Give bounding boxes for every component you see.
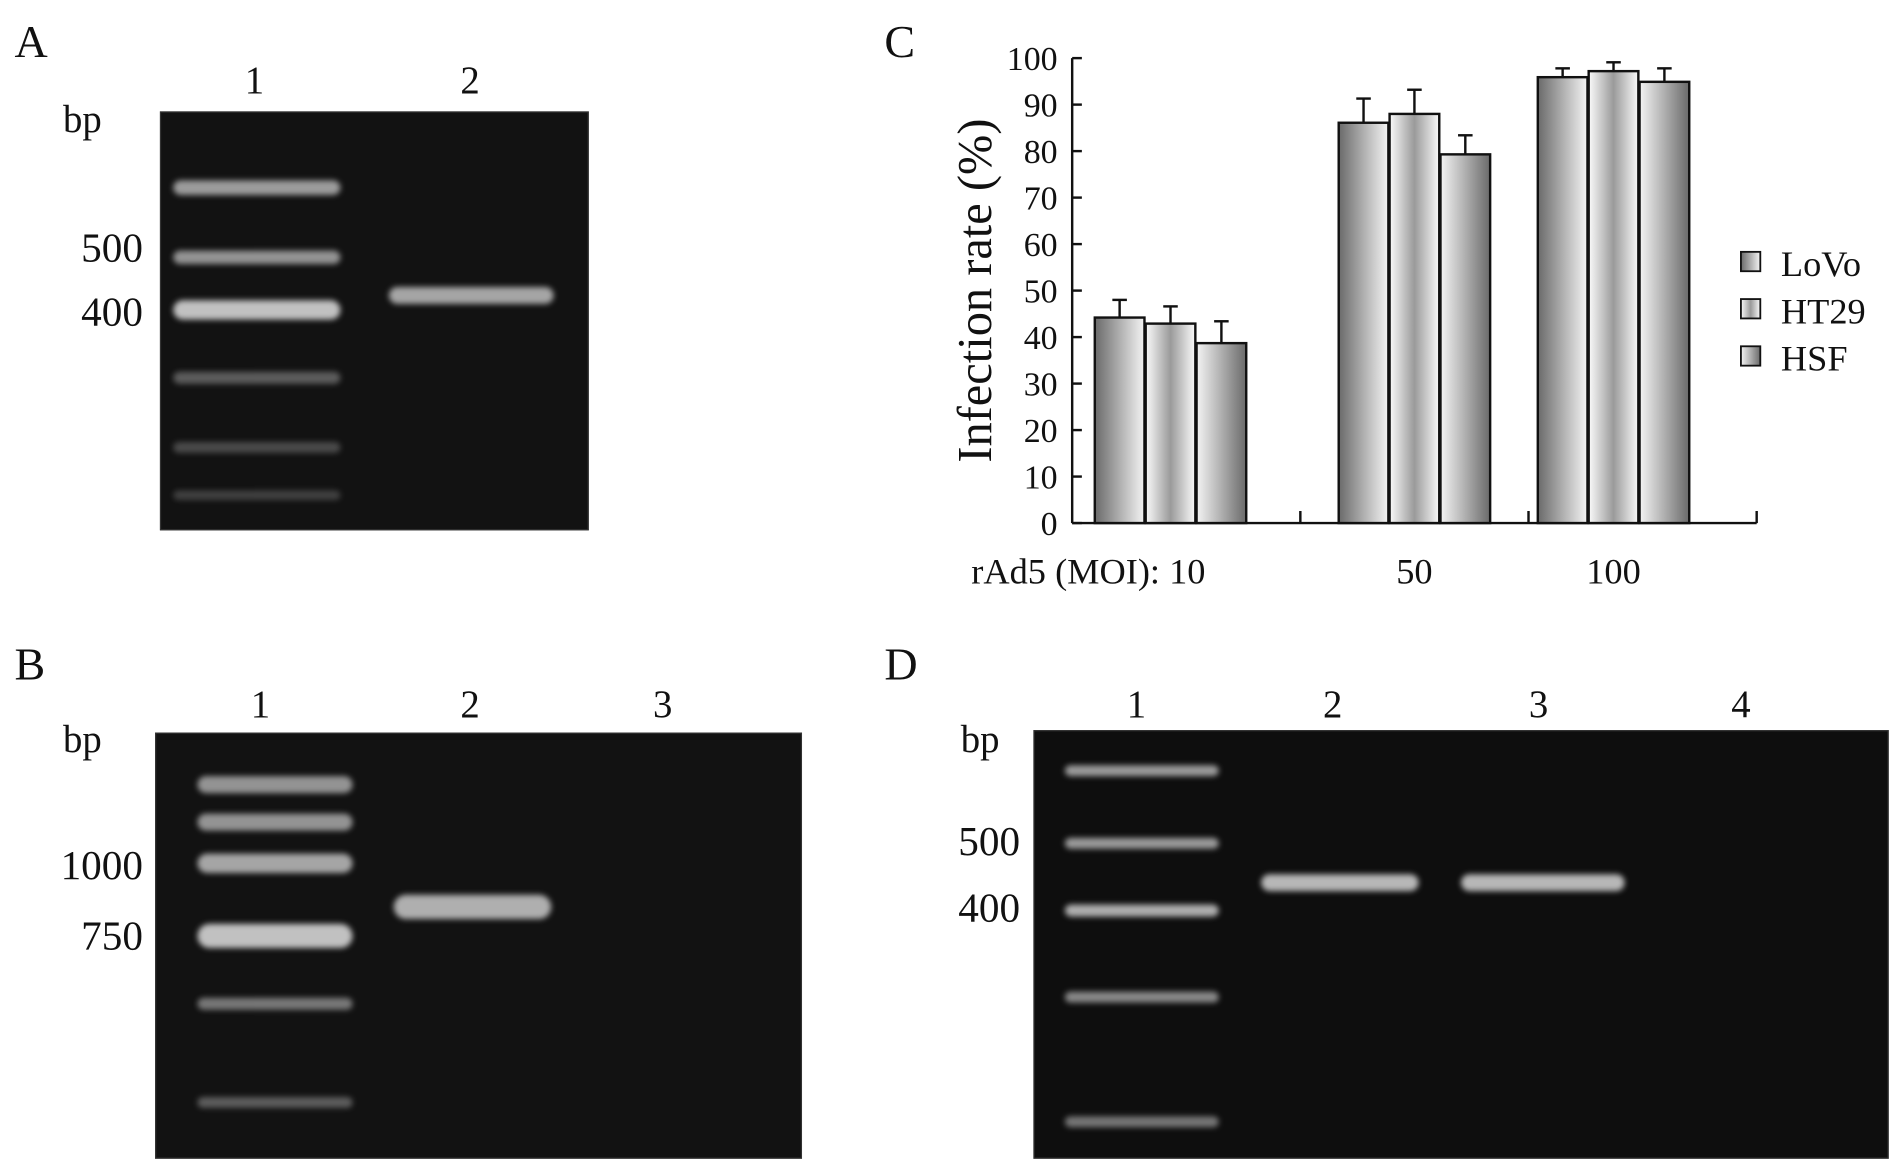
y-tick-label: 100 bbox=[1007, 41, 1058, 78]
lane-label: 1 bbox=[244, 58, 265, 102]
legend-label: LoVo bbox=[1781, 244, 1861, 284]
bar-hsf bbox=[1195, 341, 1248, 525]
gel-image-a bbox=[159, 111, 589, 531]
y-tick-label: 50 bbox=[1024, 274, 1058, 311]
bar-ht29 bbox=[1144, 322, 1197, 525]
marker-label: 400 bbox=[958, 886, 1021, 932]
lane-label: 2 bbox=[1322, 681, 1343, 726]
gel-image-d bbox=[1033, 730, 1889, 1159]
panel-label-d: D bbox=[884, 639, 918, 691]
marker-label: 500 bbox=[81, 226, 143, 272]
bar-lovo bbox=[1337, 121, 1390, 525]
y-tick-label: 60 bbox=[1024, 227, 1058, 264]
y-tick-label: 20 bbox=[1024, 413, 1058, 450]
legend-swatch bbox=[1740, 298, 1762, 320]
gel-image-b bbox=[155, 732, 803, 1159]
panel-label-c: C bbox=[884, 16, 916, 68]
lane-label: 2 bbox=[460, 58, 480, 102]
bar-ht29 bbox=[1587, 69, 1640, 525]
legend-swatch bbox=[1740, 345, 1762, 367]
lane-label: 3 bbox=[652, 681, 673, 726]
lane-label: 2 bbox=[460, 681, 480, 726]
legend-label: HSF bbox=[1781, 339, 1848, 379]
marker-label: 400 bbox=[81, 290, 143, 336]
bp-unit-label: bp bbox=[62, 716, 102, 761]
bar-chart: Infection rate (%) 0 10 20 30 40 50 60 70 80 90 10… bbox=[949, 41, 1866, 592]
y-tick-label: 0 bbox=[1041, 506, 1058, 543]
lane-label: 3 bbox=[1528, 681, 1549, 726]
x-tick-label: rAd5 (MOI): 10 bbox=[971, 552, 1205, 592]
bp-unit-label: bp bbox=[62, 96, 102, 141]
lane-label: 1 bbox=[250, 681, 271, 726]
bar-lovo bbox=[1093, 316, 1146, 525]
y-tick-label: 30 bbox=[1024, 367, 1058, 404]
y-axis-label: Infection rate (%) bbox=[949, 119, 1002, 463]
bp-unit-label: bp bbox=[960, 716, 1000, 761]
x-tick-label: 50 bbox=[1396, 552, 1432, 592]
y-tick-label: 40 bbox=[1024, 320, 1058, 357]
legend-label: HT29 bbox=[1781, 291, 1866, 331]
y-tick-label: 90 bbox=[1024, 88, 1058, 125]
y-tick-label: 80 bbox=[1024, 134, 1058, 171]
panel-label-b: B bbox=[14, 639, 46, 691]
bar-hsf bbox=[1439, 153, 1492, 525]
marker-label: 1000 bbox=[60, 843, 143, 889]
lane-label: 1 bbox=[1126, 681, 1147, 726]
bar-ht29 bbox=[1388, 112, 1441, 525]
marker-label: 500 bbox=[958, 819, 1021, 865]
legend-swatch bbox=[1740, 250, 1762, 273]
lane-label: 4 bbox=[1731, 681, 1751, 726]
bar-hsf bbox=[1638, 80, 1691, 525]
x-tick-label: 100 bbox=[1586, 552, 1641, 592]
panel-label-a: A bbox=[14, 16, 48, 68]
bar-lovo bbox=[1536, 75, 1589, 525]
y-tick-label: 70 bbox=[1024, 181, 1058, 218]
marker-label: 750 bbox=[81, 914, 143, 959]
y-tick-label: 10 bbox=[1024, 460, 1058, 497]
